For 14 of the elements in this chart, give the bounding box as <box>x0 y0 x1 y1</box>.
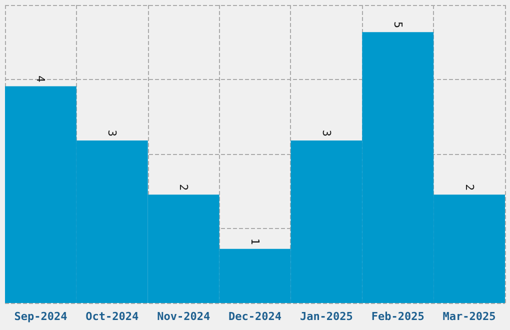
data-label: 4 <box>34 76 48 83</box>
x-tick-label: Sep-2024 <box>14 310 68 323</box>
data-label: 1 <box>248 238 262 245</box>
x-tick-label: Jan-2025 <box>300 310 353 323</box>
data-label: 3 <box>106 130 119 136</box>
data-label: 2 <box>462 184 476 191</box>
data-label: 5 <box>391 21 404 28</box>
data-label: 2 <box>177 184 190 191</box>
data-label: 3 <box>320 130 333 136</box>
x-tick-label: Mar-2025 <box>442 310 496 323</box>
x-tick-label: Oct-2024 <box>86 310 140 323</box>
x-tick-label: Nov-2024 <box>157 310 210 323</box>
x-tick-label: Dec-2024 <box>228 310 282 323</box>
x-tick-label: Feb-2025 <box>371 310 424 323</box>
